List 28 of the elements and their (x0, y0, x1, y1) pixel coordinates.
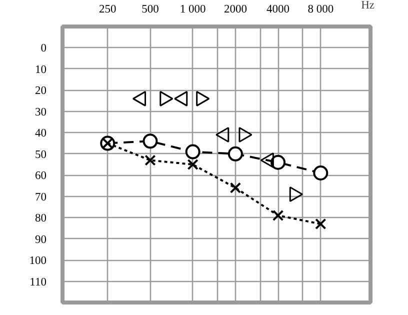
x-tick-label: 4000 (266, 4, 290, 16)
x-tick-label: 500 (142, 4, 160, 16)
point (142, 134, 158, 149)
x-tick-label: 2000 (224, 4, 248, 16)
x-axis-title: Hz (361, 0, 375, 12)
y-tick-label: 80 (35, 212, 47, 225)
y-tick-label: 70 (35, 191, 47, 204)
x-tick-label: 8 000 (308, 4, 334, 16)
point (228, 146, 243, 162)
y-tick-label: 20 (35, 85, 47, 98)
point (187, 158, 198, 170)
y-tick-label: 100 (29, 255, 47, 268)
point (144, 154, 156, 166)
point (230, 182, 242, 194)
point (315, 218, 326, 230)
x-tick-label: 1 000 (180, 4, 206, 16)
point (313, 166, 328, 180)
point (185, 144, 200, 160)
y-tick-label: 60 (35, 170, 47, 182)
y-tick-label: 110 (30, 276, 47, 288)
point (272, 210, 284, 222)
y-tick-label: 30 (35, 106, 47, 118)
y-tick-label: 40 (35, 128, 47, 140)
y-tick-label: 90 (35, 234, 47, 246)
y-tick-label: 10 (35, 64, 47, 76)
x-tick-label: 250 (98, 4, 116, 16)
y-tick-label: 50 (35, 148, 47, 161)
y-tick-label: 0 (40, 42, 47, 55)
